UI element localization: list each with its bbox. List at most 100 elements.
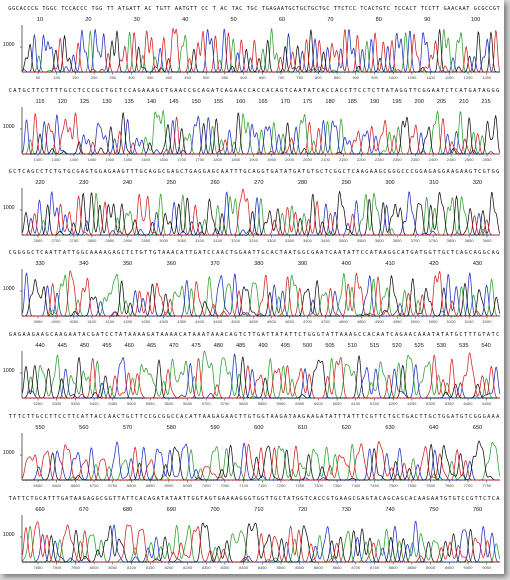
- base-call: T: [232, 6, 236, 12]
- base-call: A: [90, 250, 94, 256]
- base-call: A: [344, 332, 348, 338]
- scan-tick-label: 200: [91, 75, 98, 80]
- scan-tick-label: 5750: [220, 401, 230, 406]
- base-call: G: [388, 169, 391, 175]
- base-call: C: [292, 6, 295, 12]
- base-call: A: [112, 250, 116, 256]
- base-call: G: [404, 88, 407, 94]
- base-call: A: [285, 332, 289, 338]
- base-call: A: [147, 88, 151, 94]
- scan-tick-label: 3400: [303, 238, 313, 243]
- base-call: T: [101, 332, 105, 338]
- base-call: G: [338, 169, 341, 175]
- scan-tick-label: 4550: [249, 319, 259, 324]
- base-call: T: [352, 414, 356, 420]
- base-call: G: [234, 250, 237, 256]
- base-call: C: [162, 169, 165, 175]
- base-call: A: [243, 250, 247, 256]
- scan-tick-label: 5550: [146, 401, 156, 406]
- scan-tick-label: 8400: [239, 565, 249, 570]
- position-label: 455: [102, 343, 111, 349]
- base-call: T: [163, 6, 167, 12]
- position-label: 125: [80, 99, 89, 105]
- base-call: A: [43, 496, 47, 502]
- base-call: G: [261, 496, 264, 502]
- base-call: G: [257, 496, 260, 502]
- trace-A: [22, 110, 500, 155]
- base-call: T: [239, 414, 243, 420]
- base-call: C: [87, 332, 90, 338]
- base-call: C: [180, 169, 183, 175]
- base-call: G: [487, 88, 490, 94]
- y-tick-label: 1000: [3, 42, 15, 48]
- base-call: G: [121, 169, 124, 175]
- base-call: C: [392, 496, 395, 502]
- trace-G: [22, 190, 501, 236]
- base-call: T: [36, 250, 40, 256]
- base-call: A: [447, 6, 451, 12]
- base-call: T: [122, 6, 126, 12]
- base-call: T: [390, 88, 394, 94]
- base-call: G: [167, 169, 170, 175]
- base-call: G: [442, 250, 445, 256]
- base-call: C: [36, 169, 39, 175]
- base-call: A: [165, 332, 169, 338]
- base-call: C: [49, 169, 52, 175]
- base-call: A: [451, 6, 455, 12]
- base-call: T: [59, 88, 63, 94]
- scan-tick-label: 6400: [464, 401, 474, 406]
- base-call: C: [320, 169, 323, 175]
- base-call: A: [293, 414, 297, 420]
- base-call: T: [32, 88, 36, 94]
- base-call: G: [478, 414, 481, 420]
- scan-tick-label: 2300: [393, 157, 403, 162]
- base-call: T: [440, 496, 444, 502]
- base-call: A: [270, 250, 274, 256]
- base-call: A: [451, 414, 455, 420]
- scan-tick-label: 5350: [71, 401, 81, 406]
- base-call: G: [64, 332, 67, 338]
- base-call: A: [103, 169, 107, 175]
- base-call: T: [377, 88, 381, 94]
- base-call: G: [496, 169, 499, 175]
- base-call: T: [487, 169, 491, 175]
- base-call: A: [368, 6, 372, 12]
- base-call: A: [326, 332, 330, 338]
- base-call: A: [117, 169, 121, 175]
- base-call: C: [428, 6, 431, 12]
- base-call: G: [96, 88, 99, 94]
- base-call: T: [413, 6, 417, 12]
- scan-tick-label: 6250: [407, 401, 417, 406]
- base-call: C: [248, 88, 251, 94]
- base-call: C: [101, 88, 104, 94]
- scan-tick-label: 7100: [239, 483, 249, 488]
- base-call: T: [230, 169, 234, 175]
- base-call: C: [365, 414, 368, 420]
- base-call: A: [49, 250, 53, 256]
- position-label: 580: [167, 425, 176, 431]
- base-call: A: [220, 332, 224, 338]
- scan-tick-label: 8150: [146, 565, 156, 570]
- base-call: C: [372, 88, 375, 94]
- base-call: T: [347, 169, 351, 175]
- base-call: A: [473, 88, 477, 94]
- base-call: A: [171, 250, 175, 256]
- base-call: G: [186, 6, 189, 12]
- base-call: A: [234, 88, 238, 94]
- base-call: G: [158, 169, 161, 175]
- base-call: T: [312, 88, 316, 94]
- scan-tick-label: 7750: [482, 483, 492, 488]
- base-call: G: [478, 332, 481, 338]
- position-label: 80: [376, 17, 382, 23]
- base-call: A: [424, 169, 428, 175]
- position-label: 50: [230, 17, 236, 23]
- scan-tick-label: 7150: [258, 483, 268, 488]
- base-call: A: [395, 88, 399, 94]
- base-call: C: [40, 414, 43, 420]
- base-call: A: [65, 496, 69, 502]
- base-call: A: [122, 496, 126, 502]
- base-call: G: [496, 250, 499, 256]
- scan-tick-label: 6850: [146, 483, 156, 488]
- base-call: T: [265, 496, 269, 502]
